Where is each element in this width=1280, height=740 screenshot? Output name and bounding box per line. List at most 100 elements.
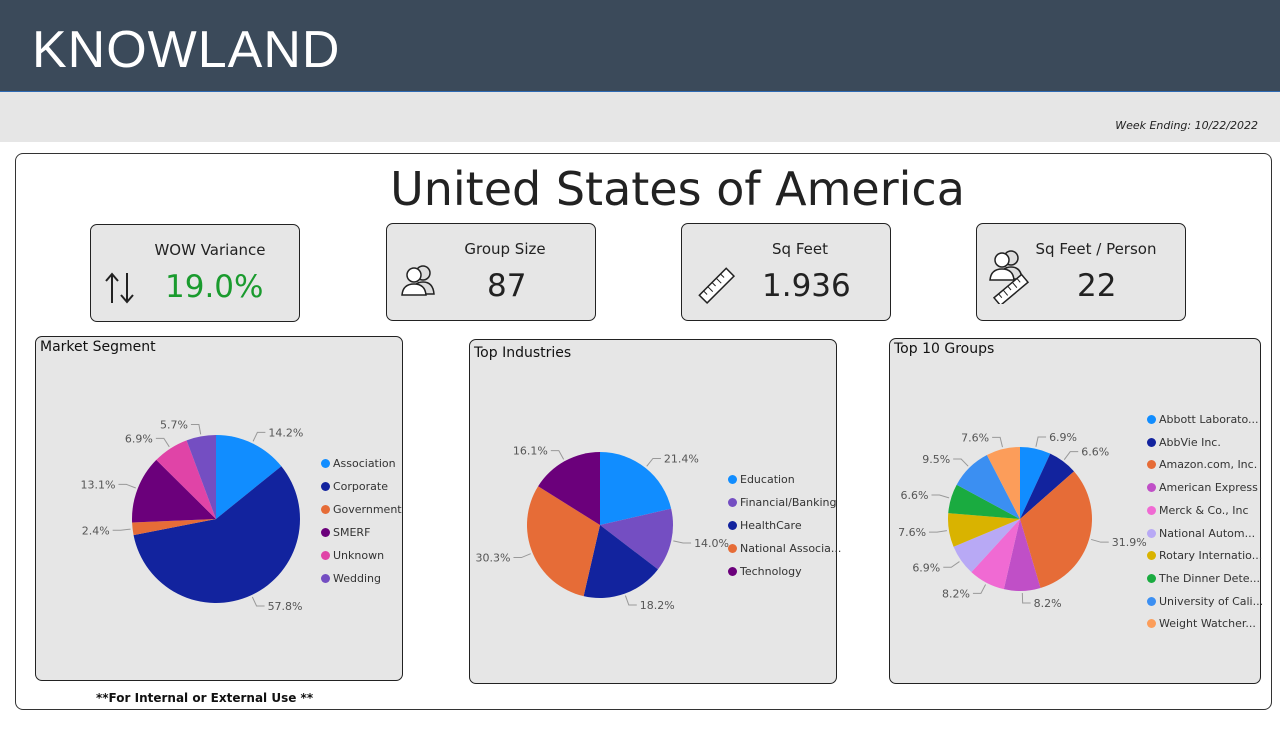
- pie-slice[interactable]: [948, 513, 1020, 547]
- pie-data-label: 5.7%: [160, 419, 188, 432]
- legend-item[interactable]: American Express: [1147, 481, 1258, 494]
- legend-swatch: [728, 567, 737, 576]
- pie-slice[interactable]: [186, 435, 216, 519]
- people-ruler-icon: [987, 248, 1033, 308]
- ruler-icon: [696, 266, 738, 310]
- legend-label: HealthCare: [740, 519, 802, 532]
- pie-leader-line: [624, 595, 637, 606]
- legend-item[interactable]: Corporate: [321, 480, 388, 493]
- legend-label: University of Cali...: [1159, 594, 1264, 608]
- legend-item[interactable]: Association: [321, 457, 396, 470]
- pie-slice[interactable]: [1020, 471, 1092, 589]
- pie-leader-line: [1063, 451, 1079, 460]
- pie-slice[interactable]: [948, 484, 1020, 519]
- legend-item[interactable]: University of Cali...: [1147, 595, 1263, 608]
- pie-slice[interactable]: [583, 525, 658, 598]
- top-groups-panel[interactable]: Top 10 Groups 6.9% 6.6% 31.9% 8.2% 8.2% 6.9% 7…: [889, 338, 1263, 684]
- kpi-card-sq-feet-per-person[interactable]: Sq Feet / Person 22: [976, 223, 1186, 321]
- legend-item[interactable]: Financial/Banking: [728, 496, 837, 509]
- legend-label: Technology: [740, 565, 802, 578]
- legend-label: Weight Watcher...: [1159, 617, 1256, 631]
- pie-slice[interactable]: [538, 452, 600, 525]
- pie-leader-line: [673, 540, 692, 544]
- kpi-card-sq-feet[interactable]: Sq Feet 1.936: [681, 223, 891, 321]
- legend-item[interactable]: HealthCare: [728, 519, 802, 532]
- pie-slice[interactable]: [971, 519, 1020, 590]
- legend-swatch: [1147, 437, 1156, 447]
- legend-label: National Associa...: [740, 542, 842, 555]
- pie-data-label: 6.6%: [1081, 446, 1109, 459]
- legend-label: Financial/Banking: [740, 496, 837, 509]
- pie-slice[interactable]: [1020, 453, 1075, 519]
- pie-slice[interactable]: [1003, 519, 1041, 591]
- legend-item[interactable]: Amazon.com, Inc.: [1147, 458, 1257, 471]
- pie-data-label: 21.4%: [664, 452, 699, 465]
- kpi-title: Sq Feet / Person: [1035, 240, 1157, 258]
- pie-slice[interactable]: [1020, 447, 1051, 519]
- legend-label: SMERF: [333, 526, 371, 539]
- legend-item[interactable]: Abbott Laborato...: [1147, 413, 1259, 426]
- legend-item[interactable]: National Autom...: [1147, 527, 1255, 540]
- kpi-value: 1.936: [762, 268, 851, 304]
- legend-label: Abbott Laborato...: [1159, 413, 1259, 426]
- pie-data-label: 9.5%: [922, 453, 950, 466]
- kpi-title: Group Size: [464, 240, 546, 258]
- pie-data-label: 8.2%: [942, 587, 970, 600]
- kpi-card-wow-variance[interactable]: WOW Variance 19.0%: [90, 224, 300, 322]
- market-segment-panel[interactable]: Market Segment 14.2% 57.8% 2.4% 13.1% 6.9% 5.…: [35, 336, 403, 681]
- pie-data-label: 7.6%: [961, 431, 989, 444]
- pie-slice[interactable]: [132, 459, 216, 523]
- sub-header-bar: [0, 92, 1280, 142]
- legend-label: Wedding: [333, 572, 381, 585]
- legend-swatch: [1147, 573, 1156, 583]
- panel-title: Market Segment: [40, 339, 156, 355]
- legend-swatch: [321, 528, 330, 537]
- legend-swatch: [1147, 460, 1156, 470]
- pie-slice[interactable]: [986, 447, 1020, 519]
- top-industries-panel[interactable]: Top Industries 21.4% 14.0% 18.2% 30.3% 16.1%…: [469, 339, 841, 684]
- pie-slice[interactable]: [956, 455, 1020, 519]
- pie-slice[interactable]: [156, 440, 216, 519]
- usage-footnote: **For Internal or External Use **: [96, 691, 314, 705]
- pie-data-label: 14.2%: [268, 426, 303, 439]
- legend-item[interactable]: Rotary Internatio...: [1147, 549, 1262, 562]
- legend-swatch: [728, 475, 737, 484]
- legend-item[interactable]: The Dinner Dete...: [1147, 572, 1260, 585]
- panel-title: Top 10 Groups: [894, 341, 995, 357]
- pie-leader-line: [550, 450, 565, 460]
- legend-swatch: [321, 482, 330, 491]
- pie-slice[interactable]: [132, 519, 216, 536]
- pie-slice[interactable]: [527, 486, 600, 597]
- legend-label: Amazon.com, Inc.: [1159, 458, 1258, 472]
- legend-item[interactable]: Unknown: [321, 549, 384, 562]
- legend-item[interactable]: Technology: [728, 565, 802, 578]
- pie-data-label: 8.2%: [1034, 597, 1062, 610]
- pie-leader-line: [1035, 436, 1047, 447]
- pie-leader-line: [1090, 538, 1109, 543]
- legend-item[interactable]: AbbVie Inc.: [1147, 436, 1221, 449]
- pie-slice[interactable]: [600, 508, 673, 570]
- legend-swatch: [728, 544, 737, 553]
- kpi-card-group-size[interactable]: Group Size 87: [386, 223, 596, 321]
- legend-item[interactable]: SMERF: [321, 526, 370, 539]
- legend-item[interactable]: National Associa...: [728, 542, 841, 555]
- top-groups-pie-chart: 6.9%6.6%31.9%8.2%8.2%6.9%7.6%6.6%9.5%7.6…: [898, 431, 1147, 610]
- legend-item[interactable]: Education: [728, 473, 795, 486]
- pie-leader-line: [190, 424, 202, 435]
- top-industries-pie-chart: 21.4% 14.0% 18.2% 30.3% 16.1%: [476, 445, 730, 612]
- pie-slice[interactable]: [600, 452, 672, 525]
- pie-slice[interactable]: [953, 519, 1020, 573]
- kpi-title: WOW Variance: [154, 241, 266, 259]
- legend-swatch: [321, 574, 330, 583]
- pie-slice[interactable]: [133, 466, 300, 603]
- legend-item[interactable]: Wedding: [321, 572, 381, 585]
- legend-item[interactable]: Weight Watcher...: [1147, 617, 1256, 630]
- legend-item[interactable]: Merck & Co., Inc: [1147, 504, 1249, 517]
- pie-data-label: 57.8%: [268, 600, 303, 613]
- legend-item[interactable]: Government: [321, 503, 402, 516]
- pie-slice[interactable]: [216, 435, 282, 519]
- pie-leader-line: [931, 494, 950, 499]
- legend-label: American Express: [1159, 481, 1258, 495]
- pie-leader-line: [972, 584, 987, 594]
- kpi-value: 22: [1077, 268, 1117, 304]
